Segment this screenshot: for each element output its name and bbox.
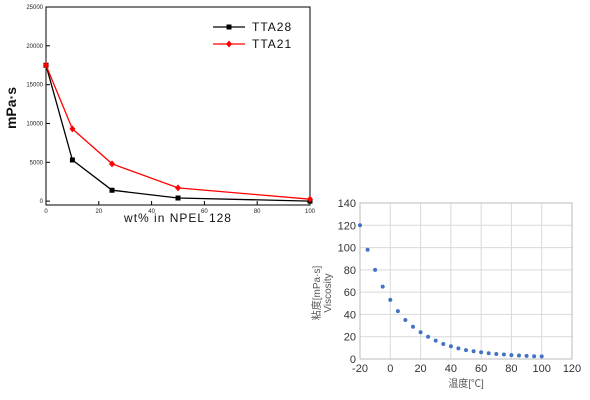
- chart-1-point-TTA21: [69, 125, 76, 133]
- chart-2-data-point: [380, 284, 385, 289]
- chart-1-point-TTA21: [307, 195, 313, 203]
- chart-1-legend: TTA28 TTA21: [213, 20, 292, 51]
- chart-2-data-point: [411, 324, 415, 329]
- chart-1-viscosity-vs-wt: 0 5000 10000 15000 20000 25000 0 20 40 60 80 100 m…: [3, 5, 316, 225]
- chart-2-x-tick-label: -20: [352, 363, 368, 375]
- chart-1-y-tick-label: 15000: [26, 83, 43, 89]
- chart-1-x-tick-label: 80: [254, 209, 261, 215]
- chart-1-y-tick-label: 5000: [30, 160, 44, 166]
- chart-2-y-tick-label: 100: [338, 243, 356, 255]
- chart-2-data-point: [456, 346, 461, 351]
- chart-2-y-tick-label: 0: [350, 354, 356, 366]
- chart-2-x-tick-label: 80: [505, 363, 517, 375]
- chart-2-data-point: [517, 353, 521, 358]
- chart-2-data-point: [426, 334, 431, 339]
- chart-1-y-tick-label: 10000: [26, 121, 43, 127]
- chart-2-data-point: [479, 350, 484, 355]
- chart-1-legend-label-TTA21: TTA21: [252, 37, 292, 51]
- chart-1-point-TTA28: [109, 187, 115, 193]
- chart-1-point-TTA21: [109, 160, 115, 168]
- chart-2-y-tick-label: 120: [338, 220, 356, 232]
- chart-1-point-TTA28: [175, 195, 181, 201]
- chart-1-x-tick-label: 100: [305, 209, 316, 215]
- chart-1-x-tick-label: 20: [95, 209, 102, 215]
- chart-2-y-tick-label: 140: [338, 198, 356, 210]
- chart-2-y-tick-label: 20: [344, 332, 356, 344]
- chart-1-x-tick-label: 40: [148, 209, 155, 215]
- chart-2-data-point: [395, 309, 400, 314]
- chart-2-data-point: [373, 267, 378, 272]
- chart-1-x-tick-label: 0: [44, 209, 48, 215]
- chart-1-x-tick-label: 60: [201, 209, 208, 215]
- chart-2-y-tick-label: 80: [344, 265, 356, 277]
- chart-1-legend-marker-TTA21: [226, 40, 232, 48]
- chart-2-x-tick-label: 20: [414, 363, 426, 375]
- chart-2-x-axis-title: 温度[℃]: [448, 377, 484, 390]
- chart-1-series-line-TTA21: [45, 64, 311, 200]
- chart-2-data-point: [448, 344, 453, 349]
- chart-2-x-tick-label: 100: [533, 363, 551, 375]
- chart-1-y-axis-title: mPa·s: [3, 87, 19, 129]
- chart-2-data-point: [441, 342, 446, 346]
- chart-2-x-tick-label: 120: [563, 363, 581, 375]
- chart-1-y-tick-label: 0: [40, 199, 44, 205]
- chart-2-data-point: [464, 348, 468, 353]
- chart-2-y-tick-label: 40: [344, 309, 356, 321]
- chart-2-data-point: [471, 349, 476, 354]
- chart-1-point-TTA21: [175, 184, 181, 192]
- chart-1-point-TTA28: [69, 157, 75, 163]
- chart-1-y-tick-label: 25000: [26, 5, 43, 11]
- chart-1-plot-frame: [45, 6, 311, 206]
- chart-2-x-tick-label: 60: [475, 363, 487, 375]
- chart-2-y-tick-label: 60: [344, 287, 356, 299]
- chart-1-x-axis-title: wt% in NPEL 128: [123, 211, 232, 225]
- chart-2-data-point: [365, 247, 370, 252]
- chart-2-data-point: [509, 353, 514, 358]
- chart-2-data-point: [403, 318, 408, 322]
- chart-2-plot-frame: [359, 202, 573, 360]
- chart-2-data-point: [486, 351, 491, 356]
- chart-2-data-point: [494, 352, 499, 356]
- chart-2-x-tick-label: 0: [387, 363, 393, 375]
- chart-1-point-TTA21: [43, 61, 49, 69]
- chart-2-data-point: [433, 338, 438, 343]
- chart-2-data-point: [532, 354, 537, 359]
- chart-2-data-point: [524, 353, 529, 358]
- chart-2-x-tick-label: 40: [445, 363, 457, 375]
- chart-1-legend-label-TTA28: TTA28: [252, 20, 292, 34]
- chart-1-y-tick-label: 20000: [26, 44, 43, 50]
- chart-2-data-point: [358, 223, 362, 228]
- chart-2-data-point: [501, 352, 506, 357]
- chart-2-data-point: [539, 354, 544, 359]
- chart-2-y-axis-title-line-2: Viscosity: [323, 273, 334, 312]
- chart-2-y-axis-title-line-1: 粘度[mPa·s]: [310, 266, 323, 321]
- chart-1-legend-marker-TTA28: [226, 24, 232, 30]
- chart-2-data-point: [388, 297, 393, 302]
- chart-1-series-line-TTA28: [45, 65, 311, 202]
- chart-2-data-point: [418, 330, 423, 335]
